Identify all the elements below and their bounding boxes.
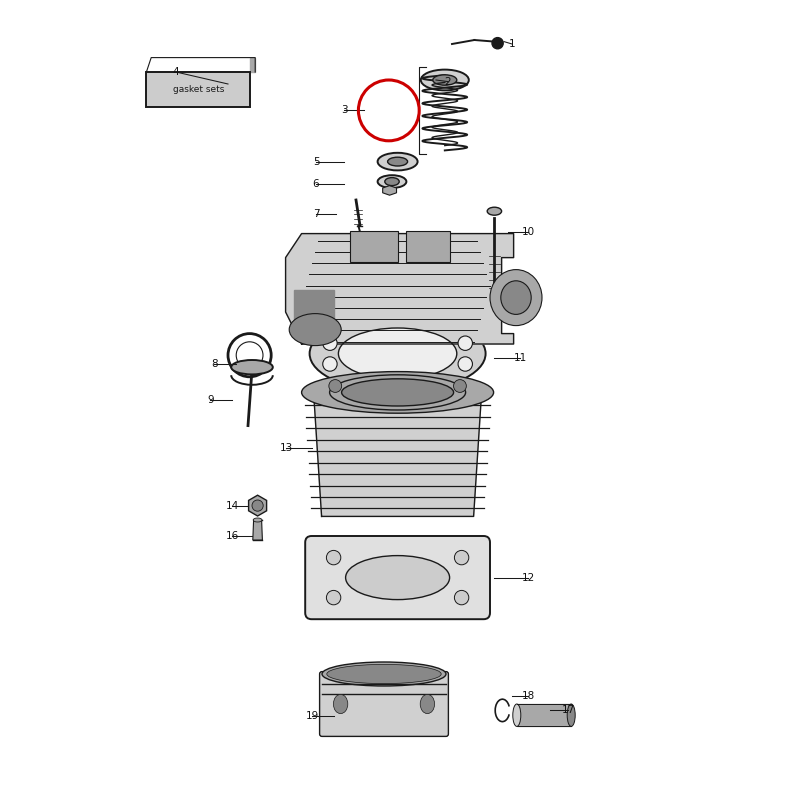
Ellipse shape [420,694,434,714]
Circle shape [492,38,503,49]
Text: 19: 19 [306,711,318,721]
FancyBboxPatch shape [406,231,450,262]
Ellipse shape [388,157,408,166]
Ellipse shape [385,178,399,186]
Text: 5: 5 [313,157,319,166]
Ellipse shape [501,281,531,314]
Circle shape [458,336,473,350]
Ellipse shape [513,704,521,726]
Circle shape [326,590,341,605]
FancyBboxPatch shape [146,72,250,107]
Text: 7: 7 [313,210,319,219]
Ellipse shape [487,207,502,215]
Text: 6: 6 [313,179,319,189]
Text: 14: 14 [226,501,238,510]
Ellipse shape [346,555,450,600]
FancyBboxPatch shape [319,672,448,736]
Polygon shape [151,58,255,72]
Ellipse shape [433,74,457,86]
Ellipse shape [327,664,442,683]
Ellipse shape [334,694,348,714]
Text: 9: 9 [207,395,214,405]
Circle shape [454,590,469,605]
Ellipse shape [290,314,341,346]
Text: 17: 17 [562,706,574,715]
FancyBboxPatch shape [350,231,398,262]
Ellipse shape [342,379,454,406]
Ellipse shape [322,662,446,686]
Text: 18: 18 [522,691,534,701]
Text: 2: 2 [445,77,451,86]
Polygon shape [249,495,266,516]
Polygon shape [253,520,262,540]
Ellipse shape [231,360,273,374]
Ellipse shape [253,518,262,522]
Polygon shape [286,234,514,344]
Polygon shape [517,704,571,726]
Circle shape [454,550,469,565]
Text: 13: 13 [280,443,293,453]
Text: 16: 16 [226,531,238,541]
Ellipse shape [490,270,542,326]
Ellipse shape [310,315,486,392]
Circle shape [322,336,337,350]
FancyBboxPatch shape [306,536,490,619]
Polygon shape [382,186,397,195]
Text: 10: 10 [522,227,534,237]
Ellipse shape [302,371,494,414]
Text: 11: 11 [514,353,526,362]
Circle shape [252,500,263,511]
Text: 1: 1 [509,39,515,49]
Ellipse shape [421,70,469,90]
Circle shape [458,357,473,371]
Circle shape [454,380,466,393]
Ellipse shape [378,153,418,170]
Polygon shape [294,290,334,338]
Text: 12: 12 [522,573,534,582]
Text: 3: 3 [341,106,347,115]
Text: gasket sets: gasket sets [173,85,224,94]
Ellipse shape [338,328,457,379]
Circle shape [322,357,337,371]
Polygon shape [314,393,482,517]
Text: 8: 8 [211,359,218,369]
Text: 4: 4 [173,67,179,77]
Ellipse shape [378,175,406,188]
Circle shape [329,380,342,393]
Ellipse shape [567,704,575,726]
Circle shape [326,550,341,565]
